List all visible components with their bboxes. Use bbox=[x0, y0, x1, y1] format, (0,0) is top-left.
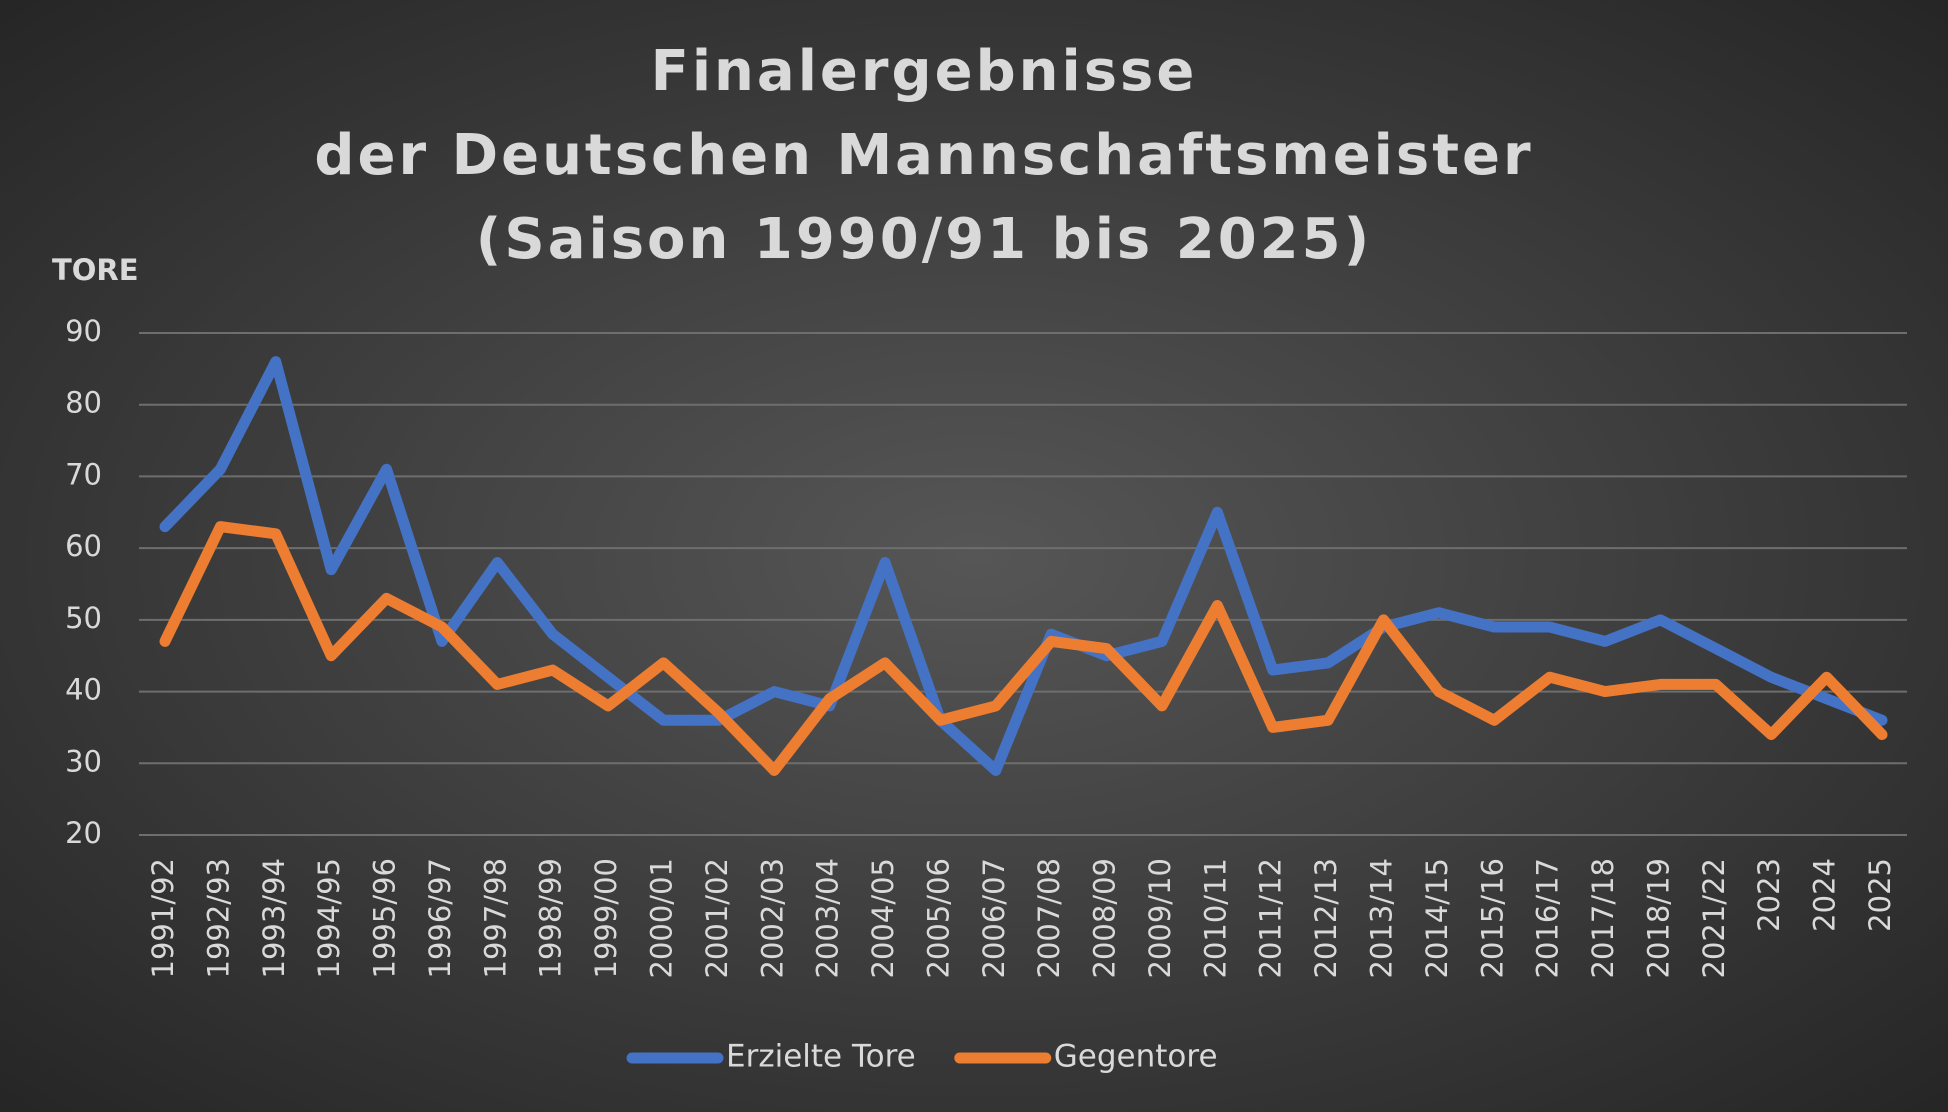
x-tick-label: 1999/00 bbox=[589, 858, 623, 978]
x-tick-label: 2008/09 bbox=[1088, 858, 1122, 978]
x-tick-label: 1995/96 bbox=[368, 858, 402, 978]
y-tick-label: 60 bbox=[65, 529, 102, 563]
x-tick-label: 1992/93 bbox=[201, 858, 235, 978]
y-axis-label: TORE bbox=[52, 253, 139, 287]
series-line bbox=[159, 356, 1888, 776]
x-tick-label: 1993/94 bbox=[257, 858, 291, 978]
y-tick-label: 70 bbox=[65, 457, 102, 491]
x-tick-label: 2002/03 bbox=[755, 858, 789, 978]
x-tick-label: 2015/16 bbox=[1475, 858, 1509, 978]
title-line: Finalergebnisse bbox=[651, 39, 1198, 104]
x-tick-label: 2006/07 bbox=[977, 858, 1011, 978]
x-tick-label: 2003/04 bbox=[811, 858, 845, 978]
x-tick-label: 2021/22 bbox=[1697, 858, 1731, 978]
x-tick-label: 1991/92 bbox=[146, 858, 180, 978]
x-tick-label: 2025 bbox=[1863, 858, 1897, 932]
y-tick-label: 20 bbox=[65, 816, 102, 850]
x-tick-label: 2023 bbox=[1752, 858, 1786, 932]
title-line: der Deutschen Mannschaftsmeister bbox=[314, 123, 1533, 188]
x-tick-label: 1994/95 bbox=[312, 858, 346, 978]
x-tick-label: 1998/99 bbox=[534, 858, 568, 978]
legend-label: Erzielte Tore bbox=[726, 1039, 916, 1075]
x-tick-label: 2007/08 bbox=[1032, 858, 1066, 978]
x-tick-label: 2005/06 bbox=[921, 858, 955, 978]
series-line bbox=[159, 521, 1888, 776]
x-tick-label: 2010/11 bbox=[1198, 858, 1232, 978]
chart-title: Finalergebnisse der Deutschen Mannschafts… bbox=[314, 39, 1533, 272]
x-tick-label: 2004/05 bbox=[866, 858, 900, 978]
y-tick-label: 80 bbox=[65, 386, 102, 420]
x-tick-label: 2013/14 bbox=[1365, 858, 1399, 978]
y-tick-label: 40 bbox=[65, 673, 102, 707]
x-tick-label: 2012/13 bbox=[1309, 858, 1343, 978]
x-tick-label: 2017/18 bbox=[1586, 858, 1620, 978]
y-tick-label: 90 bbox=[65, 314, 102, 348]
x-tick-label: 2014/15 bbox=[1420, 858, 1454, 978]
legend-label: Gegentore bbox=[1054, 1039, 1218, 1075]
x-tick-label: 1997/98 bbox=[478, 858, 512, 978]
title-line: (Saison 1990/91 bis 2025) bbox=[476, 207, 1372, 272]
x-tick-label: 2024 bbox=[1808, 858, 1842, 932]
x-tick-label: 2009/10 bbox=[1143, 858, 1177, 978]
x-tick-label: 1996/97 bbox=[423, 858, 457, 978]
x-tick-label: 2001/02 bbox=[700, 858, 734, 978]
y-tick-label: 50 bbox=[65, 601, 102, 635]
x-tick-label: 2016/17 bbox=[1531, 858, 1565, 978]
x-tick-label: 2000/01 bbox=[644, 858, 678, 978]
y-tick-label: 30 bbox=[65, 744, 102, 778]
x-tick-label: 2011/12 bbox=[1254, 858, 1288, 978]
x-tick-label: 2018/19 bbox=[1641, 858, 1675, 978]
